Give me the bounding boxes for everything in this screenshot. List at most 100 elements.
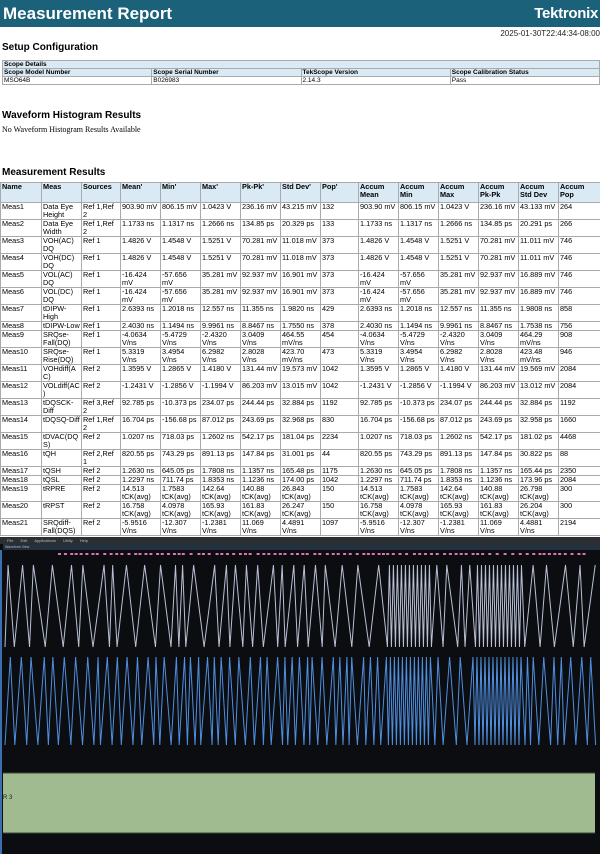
table-cell: 1.3595 V: [120, 364, 161, 382]
column-header: Min': [160, 182, 201, 203]
table-cell: 264: [558, 202, 600, 220]
table-cell: -2.4320 V/ns: [438, 330, 479, 348]
table-cell: 1192: [558, 398, 600, 416]
oscilloscope-screenshot: File Edit Applications Utility Help Waveform…: [0, 537, 600, 854]
table-cell: 150: [320, 484, 359, 502]
table-cell: 891.13 ps: [438, 449, 479, 467]
table-cell: 134.85 ps: [478, 219, 519, 237]
table-cell: -1.1994 V: [438, 381, 479, 399]
table-cell: 1.5251 V: [438, 236, 479, 254]
table-cell: -16.424 mV: [358, 270, 399, 288]
scope-details-header: Scope Calibration Status: [449, 68, 600, 77]
table-row: Meas12 VOLdiff(AC) Ref 2 -1.2431 V -1.2856 V…: [0, 381, 600, 399]
table-cell: Meas5: [0, 270, 42, 288]
table-cell: 44: [320, 449, 359, 467]
table-cell: 16.901 mV: [280, 270, 321, 288]
table-cell: -12.307 V/ns: [398, 518, 439, 536]
table-row: Meas2 Data Eye Width Ref 1,Ref 2 1.1733 ns 1…: [0, 219, 600, 237]
table-cell: tRPST: [41, 501, 82, 519]
table-cell: Ref 1,Ref 2: [81, 219, 121, 237]
table-cell: 1.1733 ns: [358, 219, 399, 237]
table-cell: 92.937 mV: [240, 270, 281, 288]
table-cell: 11.011 mV: [518, 236, 559, 254]
table-cell: 35.281 mV: [438, 270, 479, 288]
table-cell: 87.012 ps: [200, 415, 241, 433]
table-cell: 858: [558, 304, 600, 322]
table-cell: Ref 1: [81, 287, 121, 305]
table-cell: VOLdiff(AC): [41, 381, 82, 399]
table-cell: -57.656 mV: [160, 270, 201, 288]
table-cell: 4.0978 tCK(avg): [398, 501, 439, 519]
scope-menu-bar: File Edit Applications Utility Help: [0, 537, 600, 544]
table-row: Meas7 tDIPW-High Ref 1 2.6393 ns 1.2018 ns 12…: [0, 304, 600, 322]
table-cell: 234.07 ps: [438, 398, 479, 416]
table-cell: 30.822 ps: [518, 449, 559, 467]
table-cell: -156.68 ps: [398, 415, 439, 433]
table-cell: Ref 2: [81, 484, 121, 502]
table-cell: 70.281 mV: [478, 236, 519, 254]
table-cell: 234.07 ps: [200, 398, 241, 416]
menu-item-file[interactable]: File: [7, 538, 14, 543]
scope-details-value: MSO64B: [1, 76, 153, 85]
table-cell: 1.2865 V: [160, 364, 201, 382]
table-cell: 423.70 mV/ns: [280, 347, 321, 365]
table-cell: 2.8028 V/ns: [240, 347, 281, 365]
table-cell: Ref 2: [81, 518, 121, 536]
table-cell: -1.2431 V: [358, 381, 399, 399]
table-cell: -5.4729 V/ns: [398, 330, 439, 348]
table-cell: -16.424 mV: [120, 287, 161, 305]
table-cell: SRQse-Rise(DQ): [41, 347, 82, 365]
table-cell: 454: [320, 330, 359, 348]
column-header: Accum Mean: [358, 182, 399, 203]
table-cell: VOL(AC) DQ: [41, 270, 82, 288]
table-cell: 1.4548 V: [160, 236, 201, 254]
table-cell: 165.93 tCK(avg): [438, 501, 479, 519]
scope-details-title: Scope Details: [2, 60, 600, 69]
scope-details-value: 2.14.3: [300, 76, 451, 85]
menu-item-utility[interactable]: Utility: [62, 538, 73, 543]
menu-item-help[interactable]: Help: [79, 538, 88, 543]
table-cell: 140.88 tCK(avg): [240, 484, 281, 502]
table-cell: 373: [320, 270, 359, 288]
table-cell: 92.937 mV: [478, 270, 519, 288]
menu-item-edit[interactable]: Edit: [20, 538, 28, 543]
column-header: Max': [200, 182, 241, 203]
table-cell: 16.758 tCK(avg): [120, 501, 161, 519]
table-cell: 19.569 mV: [518, 364, 559, 382]
table-cell: 1.4548 V: [398, 253, 439, 271]
histogram-heading: Waveform Histogram Results: [2, 110, 142, 121]
table-cell: Ref 1: [81, 347, 121, 365]
table-cell: 1.2602 ns: [200, 432, 241, 450]
menu-item-applications[interactable]: Applications: [34, 538, 56, 543]
table-cell: 2084: [558, 381, 600, 399]
table-cell: Meas10: [0, 347, 42, 365]
table-cell: Ref 2: [81, 381, 121, 399]
table-cell: Ref 2,Ref 1: [81, 449, 121, 467]
table-cell: 132: [320, 202, 359, 220]
table-cell: 12.557 ns: [438, 304, 479, 322]
table-cell: Ref 2: [81, 432, 121, 450]
table-cell: Meas4: [0, 253, 42, 271]
table-cell: 1.4548 V: [398, 236, 439, 254]
table-cell: 86.203 mV: [240, 381, 281, 399]
table-cell: 746: [558, 287, 600, 305]
table-cell: tQH: [41, 449, 82, 467]
table-cell: 4.4881 V/ns: [518, 518, 559, 536]
table-cell: 1.5251 V: [438, 253, 479, 271]
table-cell: 1.4826 V: [358, 253, 399, 271]
table-cell: 244.44 ps: [240, 398, 281, 416]
channel-1-waveform: [4, 564, 596, 648]
table-cell: Ref 1,Ref 2: [81, 415, 121, 433]
table-cell: 423.48 mV/ns: [518, 347, 559, 365]
table-cell: -57.656 mV: [398, 287, 439, 305]
table-cell: 142.64 tCK(avg): [438, 484, 479, 502]
table-cell: Meas3: [0, 236, 42, 254]
ref3-waveform-band: [3, 773, 595, 833]
table-row: Meas10 SRQse-Rise(DQ) Ref 1 5.3319 V/ns 3.49…: [0, 347, 600, 365]
table-cell: 542.17 ps: [240, 432, 281, 450]
table-cell: 134.85 ps: [240, 219, 281, 237]
table-cell: -57.656 mV: [398, 270, 439, 288]
table-cell: 92.785 ps: [358, 398, 399, 416]
table-cell: 1192: [320, 398, 359, 416]
table-cell: 6.2982 V/ns: [438, 347, 479, 365]
